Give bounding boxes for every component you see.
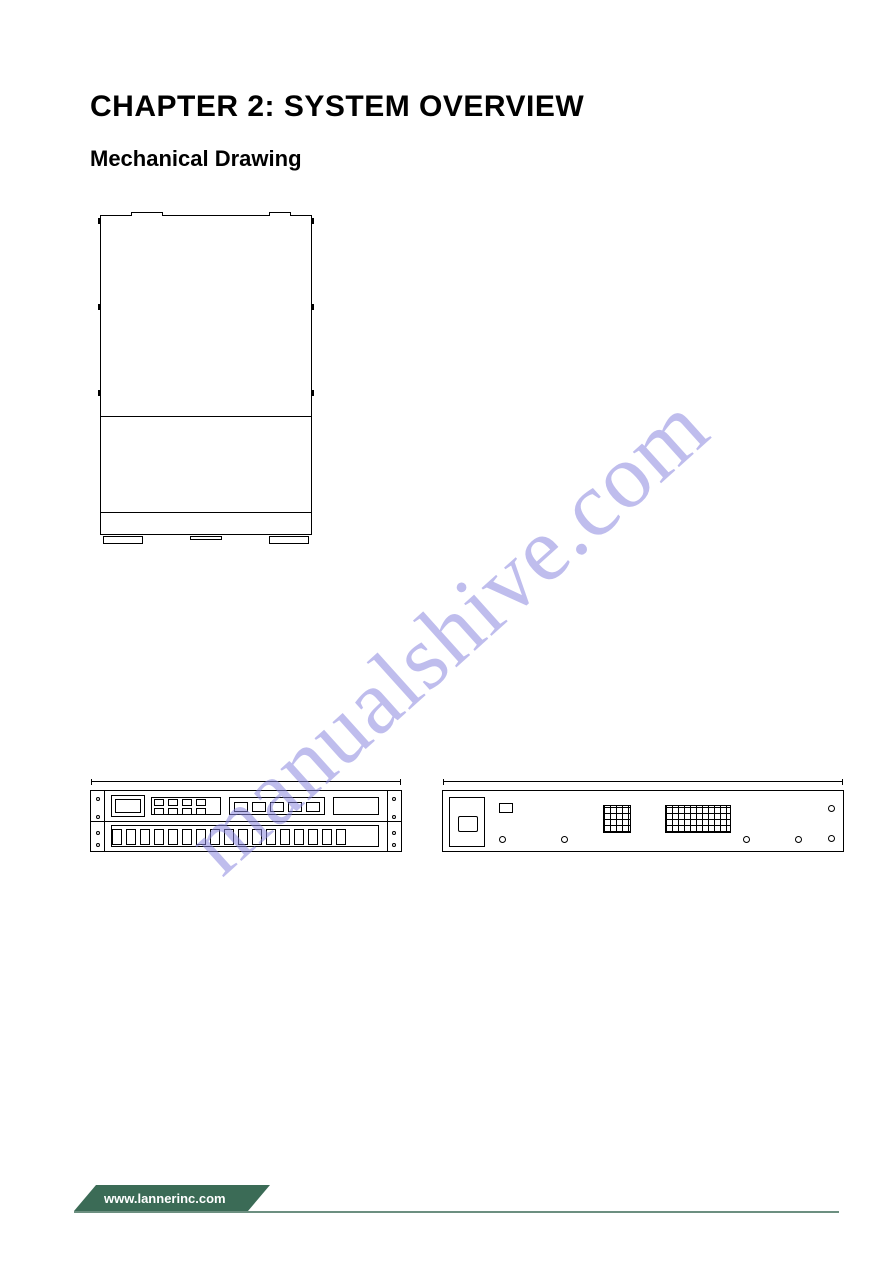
screw-hole-icon: [392, 797, 396, 801]
sfp-port-icon: [234, 802, 248, 812]
slot-icon: [112, 829, 122, 845]
screw-hole-icon: [392, 843, 396, 847]
slot-icon: [210, 829, 220, 845]
port-icon: [196, 808, 206, 815]
slot-icon: [252, 829, 262, 845]
manual-page: CHAPTER 2: SYSTEM OVERVIEW Mechanical Dr…: [0, 0, 893, 1263]
screw-hole-icon: [828, 805, 835, 812]
screw-hole-icon: [96, 797, 100, 801]
rack-views-row: [90, 790, 845, 852]
slot-icon: [266, 829, 276, 845]
chassis-foot: [269, 536, 309, 544]
chassis-foot: [103, 536, 143, 544]
top-notch: [131, 212, 163, 216]
slot-bay: [111, 825, 379, 847]
port-icon: [168, 808, 178, 815]
footer-slope-icon: [74, 1185, 96, 1211]
side-tab: [311, 218, 314, 224]
chassis-foot: [190, 536, 222, 540]
top-notch: [269, 212, 291, 216]
footer: www.lannerinc.com: [74, 1185, 248, 1211]
psu-bay: [449, 797, 485, 847]
sfp-port-icon: [288, 802, 302, 812]
slot-icon: [238, 829, 248, 845]
sfp-port-icon: [252, 802, 266, 812]
slot-icon: [140, 829, 150, 845]
slot-icon: [196, 829, 206, 845]
side-tab: [98, 218, 101, 224]
footer-rule: [74, 1211, 839, 1213]
screw-hole-icon: [392, 815, 396, 819]
vent-grille-icon: [665, 805, 731, 833]
vent-grille-icon: [603, 805, 631, 833]
slot-icon: [168, 829, 178, 845]
dimension-bar: [443, 781, 843, 782]
screw-hole-icon: [743, 836, 750, 843]
section-title: Mechanical Drawing: [90, 146, 813, 172]
screw-hole-icon: [96, 831, 100, 835]
side-tab: [98, 304, 101, 310]
u-divider: [91, 821, 401, 822]
port-icon: [154, 808, 164, 815]
drawing-top-view: [100, 215, 312, 535]
slot-icon: [154, 829, 164, 845]
side-tab: [98, 390, 101, 396]
lcd-module: [111, 795, 145, 817]
footer-url: www.lannerinc.com: [96, 1185, 248, 1211]
screw-hole-icon: [499, 836, 506, 843]
drawing-front-view: [90, 790, 402, 852]
sfp-port-icon: [306, 802, 320, 812]
bottom-lip: [101, 512, 311, 513]
slot-icon: [308, 829, 318, 845]
slot-icon: [280, 829, 290, 845]
handle-module: [333, 797, 379, 815]
port-icon: [154, 799, 164, 806]
screw-hole-icon: [96, 843, 100, 847]
screw-hole-icon: [392, 831, 396, 835]
sfp-cage: [229, 797, 325, 815]
panel-divider: [101, 416, 311, 417]
port-icon: [196, 799, 206, 806]
drawing-rear-view: [442, 790, 844, 852]
side-tab: [311, 304, 314, 310]
sfp-port-icon: [270, 802, 284, 812]
slot-icon: [294, 829, 304, 845]
screw-hole-icon: [795, 836, 802, 843]
port-icon: [168, 799, 178, 806]
screw-hole-icon: [828, 835, 835, 842]
port-icon: [182, 808, 192, 815]
slot-icon: [224, 829, 234, 845]
rj45-port-block: [151, 797, 221, 815]
chapter-title: CHAPTER 2: SYSTEM OVERVIEW: [90, 90, 813, 124]
slot-icon: [336, 829, 346, 845]
slot-icon: [182, 829, 192, 845]
rear-notch: [499, 803, 513, 813]
screw-hole-icon: [561, 836, 568, 843]
side-tab: [311, 390, 314, 396]
screw-hole-icon: [96, 815, 100, 819]
port-icon: [182, 799, 192, 806]
slot-icon: [322, 829, 332, 845]
slot-icon: [126, 829, 136, 845]
dimension-bar: [91, 781, 401, 782]
